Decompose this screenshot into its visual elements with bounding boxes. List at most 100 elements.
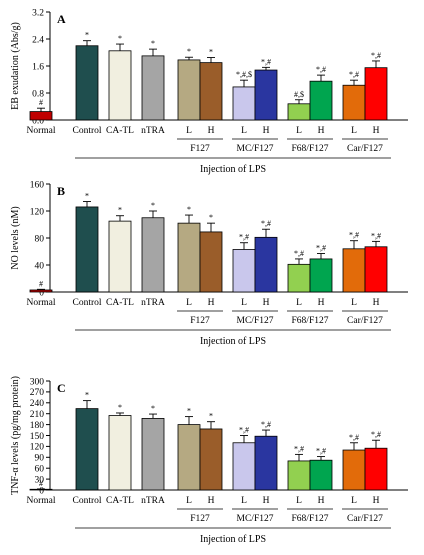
panel-c-y-tick-label: 210 bbox=[30, 410, 45, 420]
panel-c-bar bbox=[232, 442, 256, 491]
panel-c-bar bbox=[199, 428, 223, 491]
panel-b-x-tick-label: Normal bbox=[26, 298, 55, 308]
panel-a-x-tick-label: CA-TL bbox=[106, 126, 134, 136]
panel-b-y-tick-label: 40 bbox=[35, 261, 45, 271]
panel-c-x-tick-label: nTRA bbox=[141, 496, 165, 506]
panel-c-y-tick-label: 120 bbox=[30, 443, 45, 453]
panel-b-bar bbox=[287, 263, 311, 293]
panel-c-significance-marker: * bbox=[187, 407, 191, 416]
panel-b-group-label: F68/F127 bbox=[292, 316, 329, 326]
panel-a-bar bbox=[199, 62, 223, 121]
panel-b-group-label: Car/F127 bbox=[347, 316, 383, 326]
panel-b-significance-marker: *,# bbox=[261, 219, 271, 228]
panel-a-bar bbox=[75, 45, 99, 121]
panel-a-bar bbox=[232, 86, 256, 121]
panel-b-significance-marker: *,# bbox=[316, 244, 326, 253]
panel-a-panel-letter: A bbox=[57, 12, 66, 26]
panel-a-significance-marker: * bbox=[151, 39, 155, 48]
panel-c-panel-letter: C bbox=[57, 381, 66, 395]
panel-c-y-tick-label: 180 bbox=[30, 421, 45, 431]
panel-b-y-axis-title: NO levels (nM) bbox=[10, 206, 21, 269]
panel-b-bar bbox=[199, 231, 223, 293]
panel-c-bar bbox=[108, 415, 132, 491]
panel-c-bar bbox=[342, 449, 366, 491]
panel-c-x-tick-label: L bbox=[186, 496, 192, 506]
panel-c-significance-marker: * bbox=[85, 391, 89, 400]
panel-b-x-tick-label: L bbox=[351, 298, 357, 308]
panel-a-group-label: MC/F127 bbox=[237, 144, 274, 154]
panel-b-x-axis-title: Injection of LPS bbox=[200, 336, 266, 347]
panel-c-bar bbox=[309, 459, 333, 491]
panel-a-x-tick-label: Control bbox=[72, 126, 101, 136]
panel-a-y-tick-label: 3.2 bbox=[32, 8, 44, 18]
panel-c-y-tick-label: 30 bbox=[35, 475, 45, 485]
panel-c-x-tick-label: H bbox=[263, 496, 270, 506]
panel-b-x-tick-label: H bbox=[373, 298, 380, 308]
panel-a-x-tick-label: H bbox=[373, 126, 380, 136]
panel-a-x-tick-label: H bbox=[263, 126, 270, 136]
panel-c-significance-marker: *,# bbox=[294, 444, 304, 453]
panel-b-y-tick-label: 160 bbox=[30, 180, 45, 190]
panel-c-y-tick-label: 240 bbox=[30, 399, 45, 409]
panel-a-significance-marker: *,# bbox=[261, 57, 271, 66]
panel-c-bar bbox=[364, 447, 388, 491]
panel-a-x-tick-label: L bbox=[241, 126, 247, 136]
panel-c-x-tick-label: L bbox=[296, 496, 302, 506]
panel-a-bar bbox=[141, 55, 165, 121]
panel-a-group-label: F68/F127 bbox=[292, 144, 329, 154]
panel-c-y-tick-label: 150 bbox=[30, 432, 45, 442]
panel-a-bar bbox=[309, 80, 333, 121]
panel-b-significance-marker: # bbox=[39, 279, 43, 288]
panel-a-x-axis-title: Injection of LPS bbox=[200, 164, 266, 175]
panel-c-significance-marker: # bbox=[39, 479, 43, 488]
panel-c-group-label: MC/F127 bbox=[237, 514, 274, 524]
panel-c-bar bbox=[29, 488, 53, 491]
panel-a-significance-marker: * bbox=[209, 48, 213, 57]
panel-a-x-tick-label: H bbox=[208, 126, 215, 136]
panel-c-x-tick-label: H bbox=[318, 496, 325, 506]
panel-c-x-tick-label: L bbox=[351, 496, 357, 506]
panel-a-bar bbox=[177, 59, 201, 121]
panel-c-group-label: F127 bbox=[190, 514, 210, 524]
panel-b-bar bbox=[108, 220, 132, 293]
panel-b-bar bbox=[75, 206, 99, 293]
panel-b-x-tick-label: H bbox=[263, 298, 270, 308]
panel-c-y-axis-title: TNF-α levels (pg/mg protein) bbox=[10, 376, 21, 495]
panel-b-bar bbox=[141, 217, 165, 293]
panel-a-y-tick-label: 0.0 bbox=[32, 116, 44, 126]
panel-a-x-tick-label: L bbox=[186, 126, 192, 136]
panel-a-bar bbox=[108, 50, 132, 121]
panel-b-bar bbox=[309, 258, 333, 293]
panel-b-panel-letter: B bbox=[57, 184, 65, 198]
panel-c-significance-marker: *,# bbox=[261, 420, 271, 429]
panel-c-y-tick-label: 60 bbox=[35, 465, 45, 475]
panel-a-bar bbox=[29, 111, 53, 121]
panel-b-x-tick-label: H bbox=[208, 298, 215, 308]
panel-a-significance-marker: * bbox=[118, 34, 122, 43]
panel-a-significance-marker: #,$ bbox=[294, 90, 304, 99]
panel-a-x-tick-label: L bbox=[351, 126, 357, 136]
panel-b-x-tick-label: Control bbox=[72, 298, 101, 308]
panel-b-x-tick-label: L bbox=[241, 298, 247, 308]
panel-b-x-tick-label: nTRA bbox=[141, 298, 165, 308]
panel-a-significance-marker: *,# bbox=[349, 70, 359, 79]
panel-c-x-tick-label: H bbox=[208, 496, 215, 506]
panel-c-bar bbox=[141, 418, 165, 491]
panel-b-significance-marker: * bbox=[209, 213, 213, 222]
panel-c-x-tick-label: H bbox=[373, 496, 380, 506]
panel-c-significance-marker: *,# bbox=[349, 433, 359, 442]
panel-a-x-tick-label: Normal bbox=[26, 126, 55, 136]
panel-a-bar bbox=[254, 69, 278, 121]
panel-b-significance-marker: * bbox=[187, 205, 191, 214]
panel-c-y-tick-label: 90 bbox=[35, 454, 45, 464]
panel-b-group-label: MC/F127 bbox=[237, 316, 274, 326]
panel-a-significance-marker: * bbox=[187, 47, 191, 56]
panel-a-significance-marker: *,# bbox=[316, 65, 326, 74]
panel-a-bar bbox=[342, 84, 366, 121]
panel-b-significance-marker: *,# bbox=[294, 249, 304, 258]
panel-b-significance-marker: *,# bbox=[239, 233, 249, 242]
panel-c-group-label: F68/F127 bbox=[292, 514, 329, 524]
panel-b-x-tick-label: H bbox=[318, 298, 325, 308]
